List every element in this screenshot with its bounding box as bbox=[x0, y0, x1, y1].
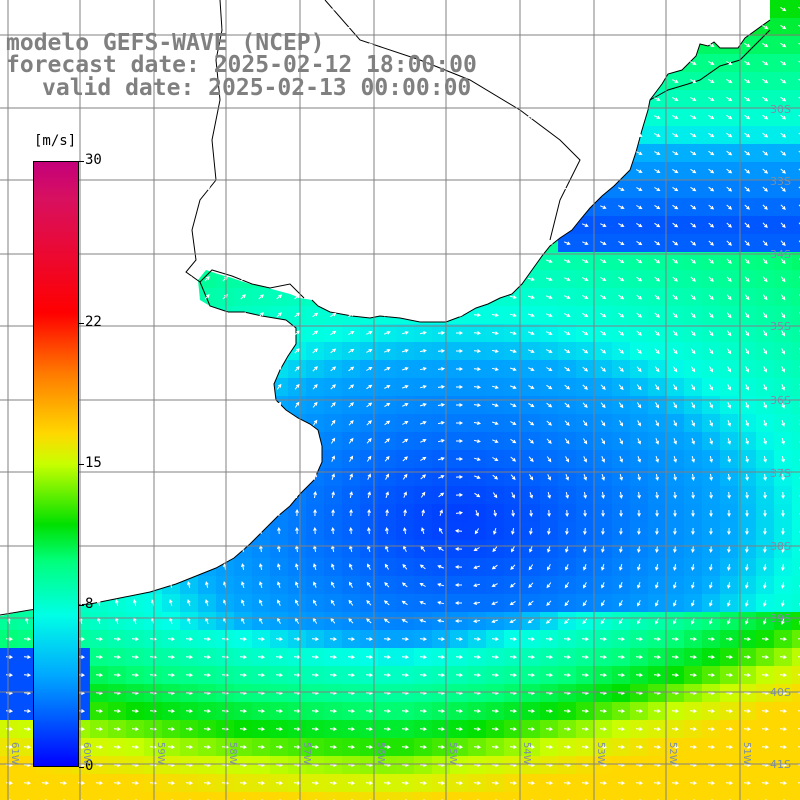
title-model: modelo GEFS-WAVE (NCEP) bbox=[6, 30, 325, 56]
colorbar-tick-mark bbox=[79, 161, 84, 162]
longitude-label: 57W bbox=[301, 742, 312, 765]
colorbar-tick-mark bbox=[79, 322, 84, 324]
colorbar-tick-label: 30 bbox=[85, 152, 102, 168]
colorbar-tick-label: 0 bbox=[85, 758, 94, 774]
colorbar-tick-mark bbox=[79, 767, 84, 768]
longitude-label: 53W bbox=[595, 742, 606, 765]
colorbar bbox=[33, 161, 79, 767]
latitude-label: 36S bbox=[770, 394, 791, 407]
longitude-label: 52W bbox=[667, 742, 678, 765]
land-mask bbox=[0, 0, 770, 616]
coastline bbox=[0, 0, 771, 616]
latitude-label: 30S bbox=[770, 103, 791, 116]
latitude-label: 38S bbox=[770, 540, 791, 553]
latitude-label: 33S bbox=[770, 175, 791, 188]
latitude-label: 41S bbox=[770, 758, 791, 771]
latitude-label: 35S bbox=[770, 320, 791, 333]
longitude-label: 58W bbox=[227, 742, 238, 765]
title-valid-date: valid date: 2025-02-13 00:00:00 bbox=[42, 75, 472, 101]
colorbar-tick-label: 15 bbox=[85, 455, 102, 471]
longitude-label: 54W bbox=[521, 742, 532, 765]
longitude-label: 55W bbox=[447, 742, 458, 765]
colorbar-tick-label: 8 bbox=[85, 596, 94, 613]
colorbar-tick-label: 22 bbox=[85, 313, 102, 330]
longitude-label: 61W bbox=[9, 742, 20, 765]
latitude-label: 40S bbox=[770, 686, 791, 699]
latitude-label: 39S bbox=[770, 612, 791, 625]
colorbar-tick-mark bbox=[79, 605, 84, 607]
colorbar-unit-label: [m/s] bbox=[34, 133, 77, 149]
latitude-label: 34S bbox=[770, 248, 791, 261]
longitude-label: 60W bbox=[81, 742, 92, 765]
latitude-label: 37S bbox=[770, 467, 791, 480]
longitude-label: 51W bbox=[741, 742, 752, 765]
longitude-label: 59W bbox=[155, 742, 166, 765]
colorbar-tick-mark bbox=[79, 464, 84, 465]
longitude-label: 56W bbox=[375, 742, 386, 765]
title-forecast-date: forecast date: 2025-02-12 18:00:00 bbox=[6, 52, 477, 78]
